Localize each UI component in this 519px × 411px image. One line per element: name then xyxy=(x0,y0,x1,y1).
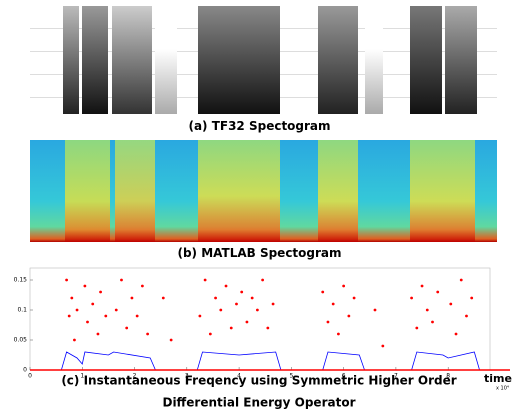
spectrogram-band xyxy=(410,6,442,114)
x-tick-label: 7 xyxy=(394,373,398,380)
point xyxy=(104,314,108,318)
point xyxy=(352,296,356,300)
x-multiplier: x 10⁴ xyxy=(496,386,509,392)
point xyxy=(224,284,228,288)
tf32-spectrogram xyxy=(30,6,497,114)
point xyxy=(331,302,335,306)
caption: (b) MATLAB Spectogram xyxy=(177,246,342,260)
point xyxy=(229,326,233,330)
x-tick-label: 0 xyxy=(28,373,32,380)
x-tick-label: 2 xyxy=(133,373,137,380)
x-tick-label: 6 xyxy=(342,373,346,380)
x-tick-label: 8 xyxy=(446,373,450,380)
point xyxy=(410,296,413,300)
point xyxy=(208,332,212,336)
point xyxy=(255,308,259,312)
matlab-spectrogram xyxy=(30,140,497,242)
point xyxy=(326,320,330,324)
point xyxy=(250,296,254,300)
plot-frame xyxy=(29,267,491,371)
point xyxy=(465,314,468,318)
x-axis-label: time xyxy=(484,372,512,385)
spectrogram-band xyxy=(365,6,383,114)
point xyxy=(219,308,223,312)
point xyxy=(114,308,118,312)
point xyxy=(245,320,249,324)
spectrogram-band xyxy=(65,140,110,242)
x-tick-label: 3 xyxy=(185,373,189,380)
x-tick-label: 4 xyxy=(237,373,241,380)
point xyxy=(83,284,87,288)
point xyxy=(198,314,202,318)
point xyxy=(470,296,474,300)
point xyxy=(321,290,325,294)
caption: (c) Instantaneous Freqency using Symmetr… xyxy=(61,374,456,388)
spectrogram-band xyxy=(318,140,358,242)
point xyxy=(203,278,207,282)
x-tick-label: 1 xyxy=(80,373,84,380)
spectrogram-band xyxy=(112,6,152,114)
point xyxy=(337,332,340,336)
point xyxy=(449,302,453,306)
spectrogram-band xyxy=(410,140,475,242)
point xyxy=(135,314,139,318)
spectrogram-band xyxy=(115,140,155,242)
point xyxy=(271,302,275,306)
caption: (a) TF32 Spectogram xyxy=(188,119,331,133)
point xyxy=(454,332,458,336)
spectrogram-band xyxy=(198,140,280,242)
point xyxy=(459,278,463,282)
point xyxy=(342,284,346,288)
point xyxy=(169,338,173,342)
point xyxy=(73,338,76,342)
x-tick-label: 5 xyxy=(289,373,293,380)
point xyxy=(420,284,424,288)
spectrogram-band xyxy=(318,6,358,114)
spectrogram-band xyxy=(445,6,477,114)
point xyxy=(415,326,419,330)
y-tick-label: 0.05 xyxy=(14,337,28,344)
point xyxy=(86,320,89,324)
y-tick-label: 0.1 xyxy=(17,307,27,314)
point xyxy=(65,278,68,282)
point xyxy=(261,278,265,282)
point xyxy=(436,290,440,294)
point xyxy=(373,308,377,312)
point xyxy=(431,320,434,324)
y-tick-label: 0.15 xyxy=(14,277,28,284)
spectrogram-band xyxy=(63,6,79,114)
point xyxy=(381,344,385,348)
point xyxy=(214,296,217,300)
point xyxy=(266,326,270,330)
caption: Differential Energy Operator xyxy=(162,396,355,410)
y-tick-label: 0 xyxy=(23,367,27,374)
point xyxy=(235,302,238,306)
point xyxy=(140,284,144,288)
point xyxy=(67,314,71,318)
point xyxy=(125,326,129,330)
spectrogram-band xyxy=(198,6,280,114)
point xyxy=(70,296,74,300)
point xyxy=(96,332,100,336)
point xyxy=(146,332,150,336)
point xyxy=(91,302,95,306)
point xyxy=(75,308,79,312)
point xyxy=(425,308,429,312)
point xyxy=(161,296,165,300)
spectrogram-band xyxy=(82,6,108,114)
line xyxy=(60,351,480,371)
spectrogram-band xyxy=(155,6,177,114)
point xyxy=(120,278,123,282)
point xyxy=(130,296,134,300)
point xyxy=(347,314,351,318)
point xyxy=(99,290,102,294)
point xyxy=(240,290,244,294)
